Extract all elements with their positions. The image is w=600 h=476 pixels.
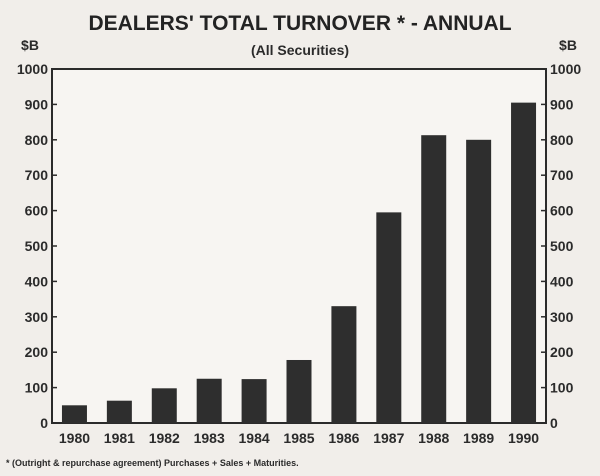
x-tick-label: 1985: [283, 430, 314, 446]
chart-footnote: * (Outright & repurchase agreement) Purc…: [6, 458, 299, 468]
bar: [421, 135, 447, 423]
x-tick-label: 1981: [104, 430, 135, 446]
bar: [331, 306, 357, 423]
right-tick-label: 100: [550, 380, 574, 396]
x-tick-label: 1990: [508, 430, 539, 446]
bar: [241, 379, 267, 423]
bar: [511, 102, 537, 423]
bar: [376, 212, 402, 423]
right-tick-label: 600: [550, 203, 574, 219]
right-tick-label: 400: [550, 273, 574, 289]
left-tick-label: 400: [25, 273, 49, 289]
x-tick-label: 1983: [194, 430, 225, 446]
right-tick-label: 700: [550, 167, 574, 183]
left-tick-label: 1000: [17, 61, 48, 77]
x-tick-label: 1982: [149, 430, 180, 446]
right-axis-unit: $B: [559, 37, 577, 53]
left-tick-label: 700: [25, 167, 49, 183]
bar: [61, 405, 87, 423]
left-tick-label: 0: [40, 415, 48, 431]
left-tick-label: 300: [25, 309, 49, 325]
x-tick-label: 1980: [59, 430, 90, 446]
left-tick-label: 600: [25, 203, 49, 219]
right-tick-label: 1000: [550, 61, 581, 77]
right-tick-label: 200: [550, 344, 574, 360]
bar: [466, 139, 492, 424]
chart-subtitle: (All Securities): [251, 42, 349, 58]
right-tick-label: 500: [550, 238, 574, 254]
right-tick-label: 300: [550, 309, 574, 325]
x-tick-label: 1987: [373, 430, 404, 446]
left-tick-label: 500: [25, 238, 49, 254]
left-tick-label: 100: [25, 380, 49, 396]
left-tick-label: 800: [25, 132, 49, 148]
left-tick-label: 200: [25, 344, 49, 360]
chart-title: DEALERS' TOTAL TURNOVER * - ANNUAL: [88, 12, 511, 35]
bar: [286, 359, 312, 423]
right-tick-label: 900: [550, 96, 574, 112]
bar: [106, 400, 132, 423]
bar: [196, 378, 222, 423]
bar: [151, 388, 177, 423]
x-tick-label: 1984: [239, 430, 270, 446]
chart-marks: 0 0 100 100 200 200 300 300 400 400 500 500 600 600 70…: [17, 61, 582, 446]
x-tick-label: 1989: [463, 430, 494, 446]
right-tick-label: 0: [550, 415, 558, 431]
x-tick-label: 1986: [328, 430, 359, 446]
left-tick-label: 900: [25, 96, 49, 112]
left-axis-unit: $B: [21, 37, 39, 53]
x-tick-label: 1988: [418, 430, 449, 446]
right-tick-label: 800: [550, 132, 574, 148]
